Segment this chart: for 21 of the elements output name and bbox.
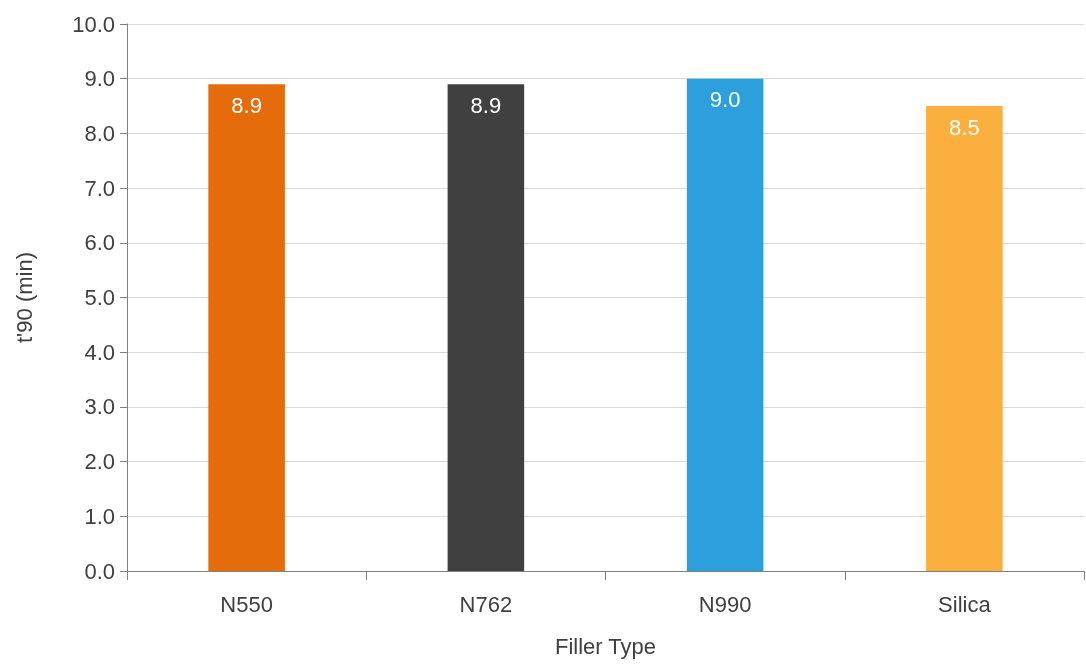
y-tick-label: 0.0 [84, 558, 115, 584]
x-tick-label: N762 [459, 591, 513, 617]
y-tick-label: 10.0 [72, 11, 115, 37]
data-label: 8.9 [470, 92, 502, 118]
y-tick-label: 5.0 [84, 285, 115, 310]
y-tick-label: 4.0 [84, 339, 115, 365]
x-tick-label: N550 [220, 591, 273, 617]
y-tick-label: 9.0 [84, 66, 115, 92]
y-tick-label: 6.0 [84, 230, 115, 256]
y-tick-label: 2.0 [84, 449, 115, 475]
y-tick-label: 1.0 [84, 503, 115, 529]
y-tick-label: 3.0 [84, 394, 115, 420]
data-label: 8.9 [231, 92, 262, 118]
y-axis-title: t'90 (min) [11, 252, 37, 343]
x-axis-title: Filler Type [554, 633, 657, 659]
y-tick-label: 8.0 [84, 120, 115, 146]
data-label: 8.5 [949, 114, 980, 140]
x-tick-label: Silica [938, 591, 992, 617]
data-label: 9.0 [709, 87, 741, 113]
y-tick-label: 7.0 [84, 175, 115, 201]
x-tick-label: N990 [698, 591, 752, 617]
